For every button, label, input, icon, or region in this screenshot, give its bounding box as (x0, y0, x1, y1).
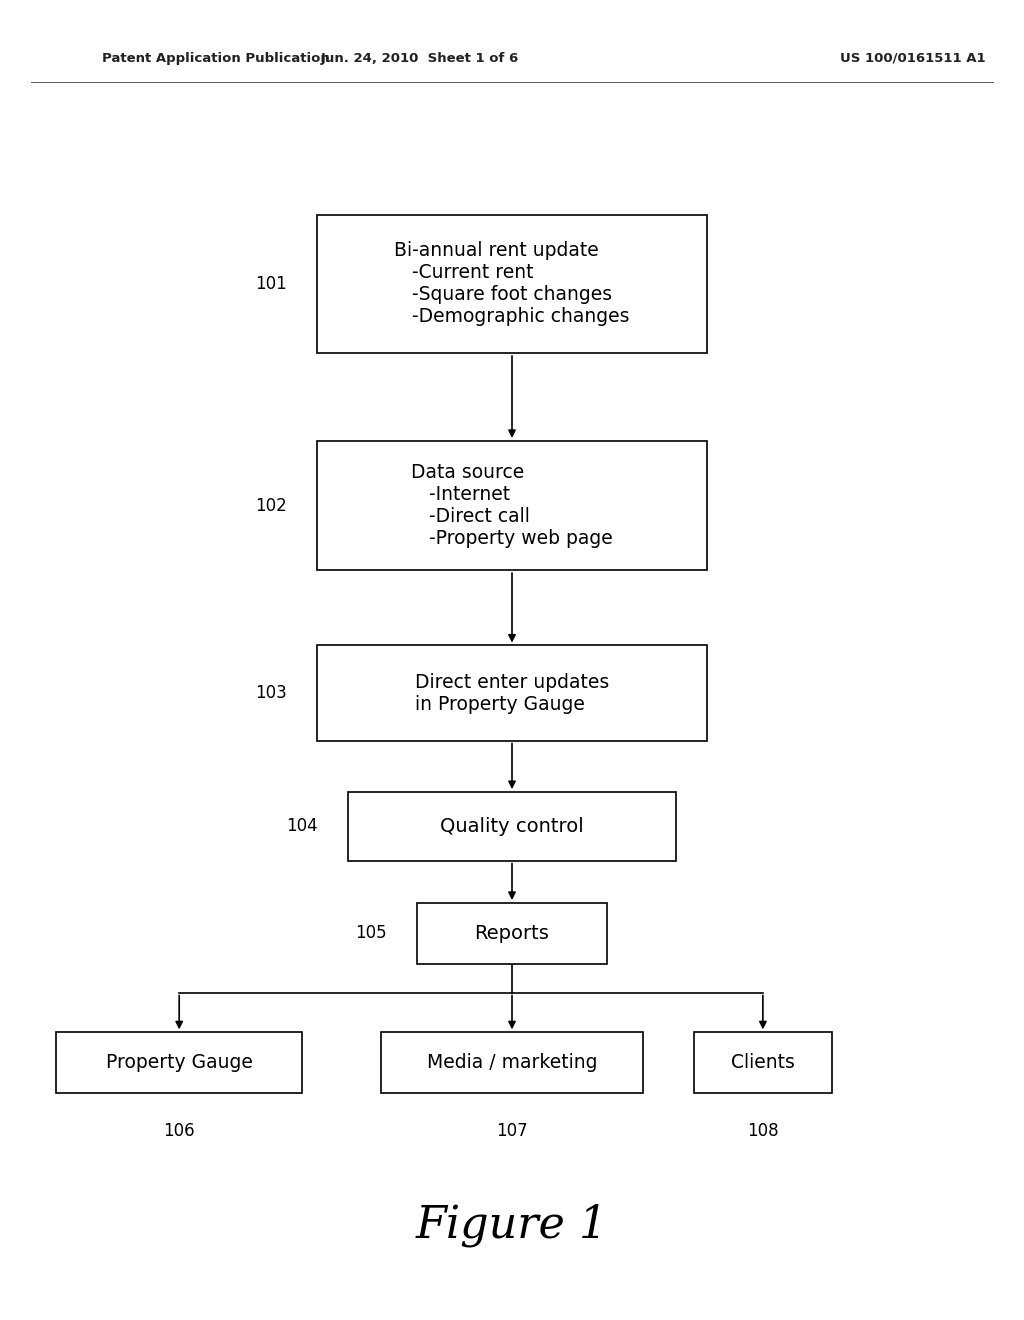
Text: US 100/0161511 A1: US 100/0161511 A1 (840, 51, 985, 65)
Text: 103: 103 (255, 684, 287, 702)
Text: Figure 1: Figure 1 (416, 1204, 608, 1246)
Text: Patent Application Publication: Patent Application Publication (102, 51, 330, 65)
Text: Direct enter updates
in Property Gauge: Direct enter updates in Property Gauge (415, 672, 609, 714)
FancyBboxPatch shape (317, 645, 707, 741)
Text: 106: 106 (164, 1122, 195, 1140)
Text: 101: 101 (255, 275, 287, 293)
FancyBboxPatch shape (317, 441, 707, 570)
Text: Jun. 24, 2010  Sheet 1 of 6: Jun. 24, 2010 Sheet 1 of 6 (321, 51, 519, 65)
Text: 108: 108 (748, 1122, 778, 1140)
Text: Bi-annual rent update
   -Current rent
   -Square foot changes
   -Demographic c: Bi-annual rent update -Current rent -Squ… (394, 242, 630, 326)
FancyBboxPatch shape (56, 1032, 302, 1093)
Text: 102: 102 (255, 496, 287, 515)
Text: 105: 105 (355, 924, 386, 942)
Text: Data source
   -Internet
   -Direct call
   -Property web page: Data source -Internet -Direct call -Prop… (411, 463, 613, 548)
Text: Quality control: Quality control (440, 817, 584, 836)
Text: Property Gauge: Property Gauge (105, 1053, 253, 1072)
Text: 104: 104 (286, 817, 317, 836)
Text: Clients: Clients (731, 1053, 795, 1072)
FancyBboxPatch shape (418, 903, 606, 964)
FancyBboxPatch shape (694, 1032, 831, 1093)
FancyBboxPatch shape (317, 214, 707, 352)
Text: Reports: Reports (474, 924, 550, 942)
Text: 107: 107 (497, 1122, 527, 1140)
FancyBboxPatch shape (381, 1032, 643, 1093)
FancyBboxPatch shape (348, 792, 676, 861)
Text: Media / marketing: Media / marketing (427, 1053, 597, 1072)
